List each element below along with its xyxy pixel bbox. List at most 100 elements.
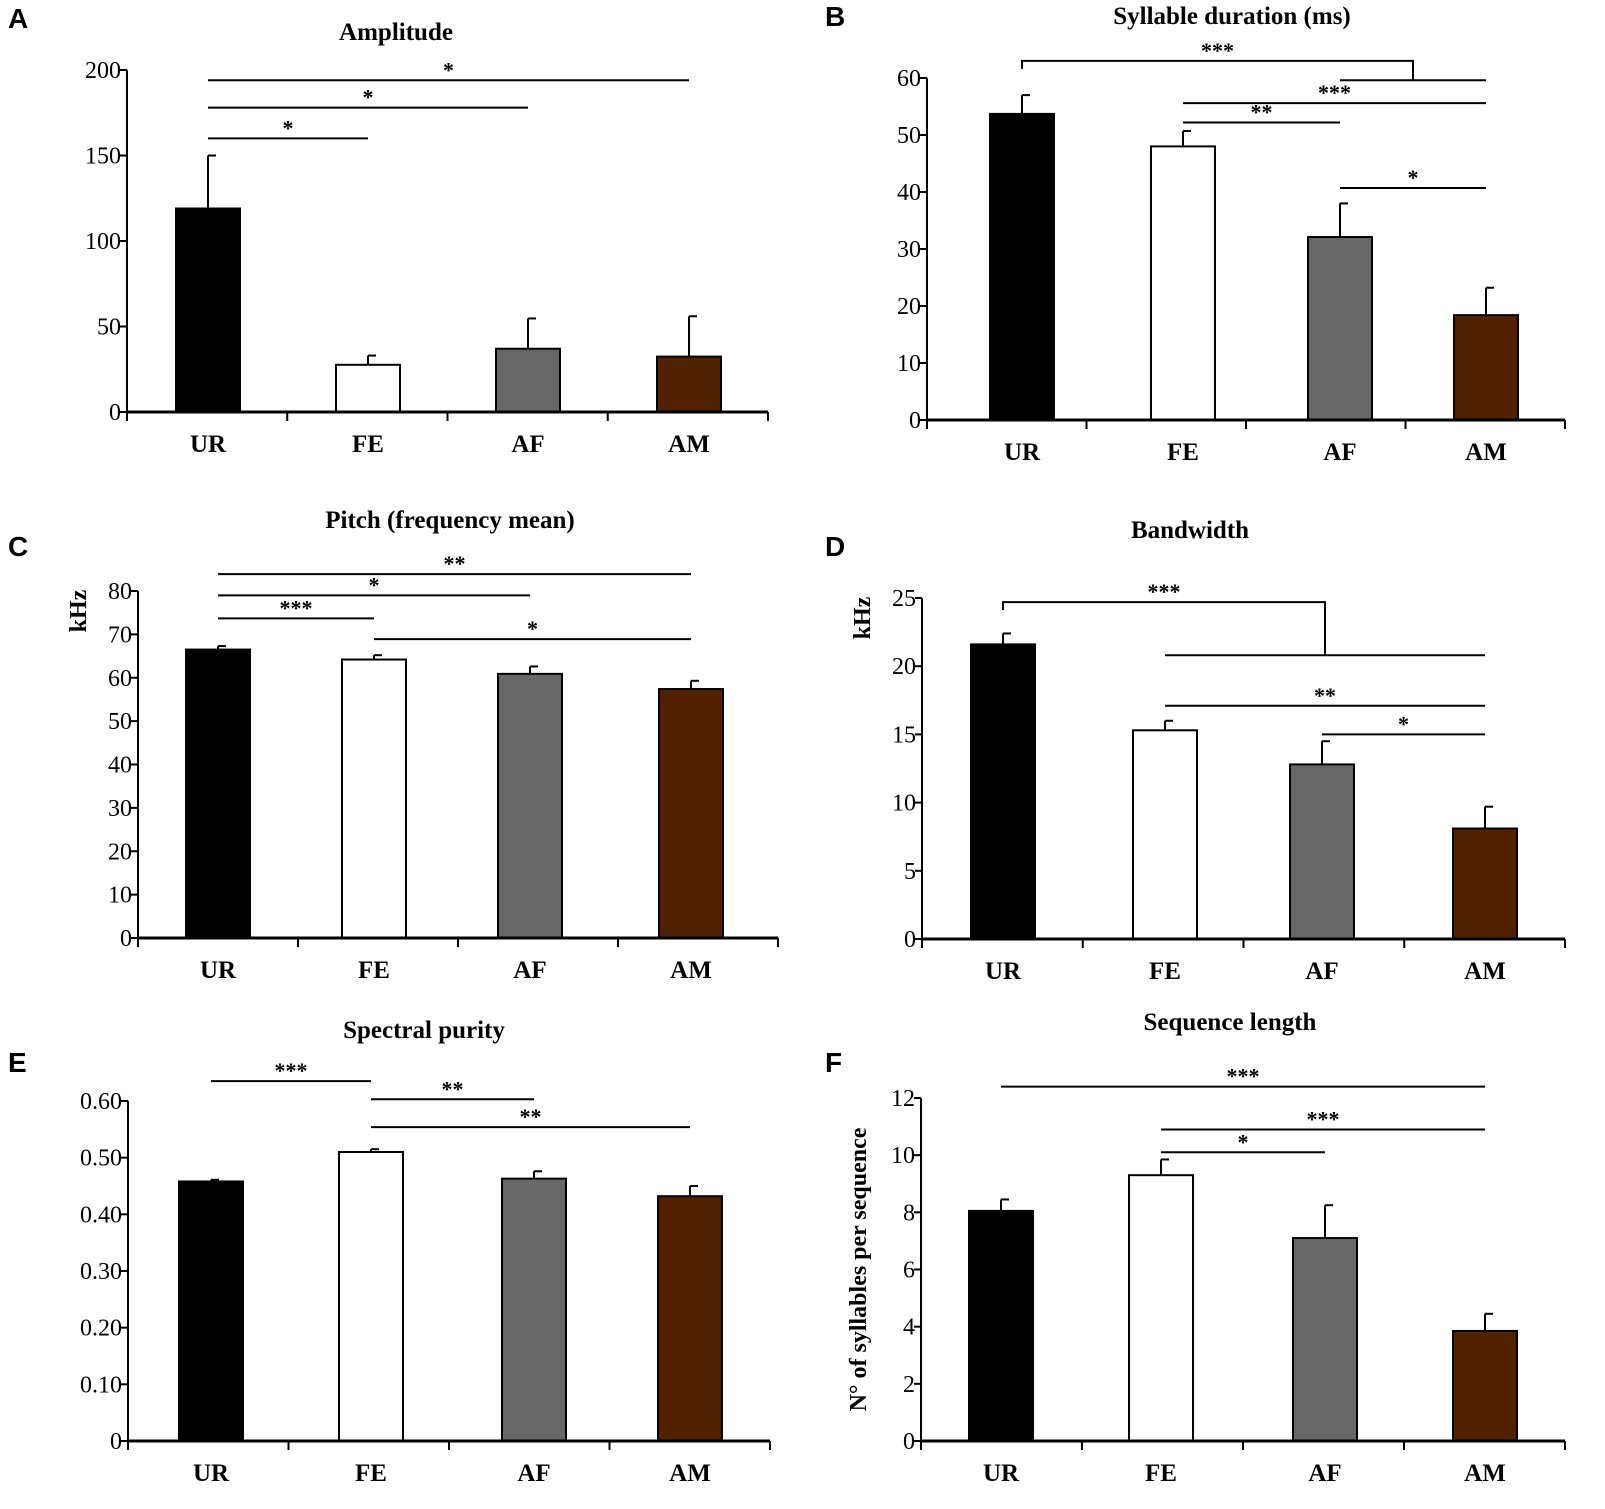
y-tick-label: 6 bbox=[903, 1258, 915, 1284]
significance-label: ** bbox=[442, 1076, 464, 1101]
bar-AM bbox=[657, 1195, 723, 1442]
y-tick-label: 60 bbox=[108, 666, 132, 692]
x-tick-label: AM bbox=[1464, 958, 1506, 985]
x-tick-label: FE bbox=[1149, 958, 1181, 985]
y-tick-label: 0.20 bbox=[80, 1316, 122, 1342]
y-tick-label: 150 bbox=[85, 144, 121, 170]
panel-letter: D bbox=[825, 531, 845, 562]
y-tick-label: 50 bbox=[897, 123, 921, 149]
bar-UR bbox=[968, 1209, 1034, 1443]
y-tick-label: 12 bbox=[891, 1086, 915, 1112]
significance-label: *** bbox=[1148, 579, 1181, 604]
significance-label: * bbox=[443, 57, 454, 82]
y-tick-label: 2 bbox=[903, 1372, 915, 1398]
y-tick-label: 10 bbox=[891, 1143, 915, 1169]
significance-label: * bbox=[283, 115, 294, 140]
bar-UR bbox=[970, 643, 1036, 940]
x-tick-label: AM bbox=[669, 1460, 711, 1487]
y-tick-label: 20 bbox=[108, 839, 132, 865]
y-tick-label: 50 bbox=[97, 315, 121, 341]
bar-AF bbox=[1289, 763, 1355, 941]
y-tick-label: 0 bbox=[110, 1429, 122, 1455]
bar-AM bbox=[1453, 314, 1519, 421]
significance-bracket bbox=[1021, 59, 1414, 81]
bar-FE bbox=[338, 1151, 404, 1442]
y-tick-label: 20 bbox=[892, 654, 916, 680]
bar-AM bbox=[1452, 827, 1518, 940]
bar-AM bbox=[658, 688, 724, 940]
bar-UR bbox=[178, 1180, 244, 1442]
bar-FE bbox=[335, 363, 401, 413]
significance-label: *** bbox=[1201, 38, 1234, 63]
x-tick-label: FE bbox=[1145, 1460, 1177, 1487]
bar-AF bbox=[497, 672, 563, 939]
x-tick-label: FE bbox=[1167, 439, 1199, 466]
y-tick-label: 0 bbox=[120, 926, 132, 952]
y-tick-label: 8 bbox=[903, 1200, 915, 1226]
bar-FE bbox=[341, 658, 407, 939]
panel-letter: F bbox=[825, 1047, 842, 1078]
significance-label: * bbox=[1408, 165, 1419, 190]
significance-label: ** bbox=[444, 551, 466, 576]
chart-title: Amplitude bbox=[339, 19, 453, 46]
bar-UR bbox=[185, 648, 251, 940]
panel-C: C Pitch (frequency mean) kHz UR FE AF AM 0 10 20 3… bbox=[8, 507, 779, 984]
x-tick-label: FE bbox=[355, 1460, 387, 1487]
significance-label: ** bbox=[1314, 683, 1336, 708]
panel-letter: C bbox=[8, 531, 28, 562]
y-tick-label: 100 bbox=[85, 229, 121, 255]
significance-label: * bbox=[1238, 1129, 1249, 1154]
y-tick-label: 4 bbox=[903, 1315, 915, 1341]
x-tick-label: AM bbox=[670, 957, 712, 984]
significance-bracket bbox=[1002, 601, 1326, 656]
bar-UR bbox=[989, 112, 1055, 421]
y-axis-label: kHz bbox=[66, 589, 92, 632]
significance-label: * bbox=[527, 616, 538, 641]
x-tick-label: AF bbox=[517, 1460, 550, 1487]
x-tick-label: UR bbox=[190, 431, 227, 458]
significance-label: * bbox=[363, 85, 374, 110]
y-tick-label: 0 bbox=[903, 1429, 915, 1455]
bar-AF bbox=[1292, 1237, 1358, 1443]
bar-FE bbox=[1128, 1174, 1194, 1443]
x-tick-label: AF bbox=[1308, 1460, 1341, 1487]
x-tick-label: AM bbox=[1464, 1460, 1506, 1487]
y-tick-label: 0.60 bbox=[80, 1089, 122, 1115]
chart-title: Sequence length bbox=[1144, 1009, 1317, 1036]
bar-AM bbox=[656, 355, 722, 414]
y-tick-label: 25 bbox=[892, 586, 916, 612]
x-tick-label: AF bbox=[511, 431, 544, 458]
bar-FE bbox=[1132, 729, 1198, 940]
x-tick-label: UR bbox=[193, 1460, 230, 1487]
x-tick-label: UR bbox=[983, 1460, 1020, 1487]
panel-letter: A bbox=[8, 3, 28, 34]
x-tick-label: AF bbox=[1323, 439, 1356, 466]
y-tick-label: 10 bbox=[108, 883, 132, 909]
x-tick-label: UR bbox=[200, 957, 237, 984]
significance-label: *** bbox=[280, 595, 313, 620]
significance-label: *** bbox=[1227, 1064, 1260, 1089]
x-tick-label: UR bbox=[985, 958, 1022, 985]
y-tick-label: 40 bbox=[897, 180, 921, 206]
x-tick-label: FE bbox=[358, 957, 390, 984]
x-tick-label: UR bbox=[1004, 439, 1041, 466]
significance-label: *** bbox=[1318, 80, 1351, 105]
y-tick-label: 0.40 bbox=[80, 1202, 122, 1228]
y-tick-label: 0.10 bbox=[80, 1372, 122, 1398]
y-tick-label: 20 bbox=[897, 294, 921, 320]
panel-A: A Amplitude UR FE AF AM 0 50 100 150 200 * * * bbox=[8, 3, 769, 458]
y-tick-label: 30 bbox=[897, 237, 921, 263]
significance-label: ** bbox=[1251, 99, 1273, 124]
significance-label: * bbox=[369, 572, 380, 597]
chart-title: Bandwidth bbox=[1131, 517, 1249, 544]
bar-AM bbox=[1452, 1329, 1518, 1443]
panel-letter: E bbox=[8, 1047, 27, 1078]
y-tick-label: 0 bbox=[909, 408, 921, 434]
significance-label: ** bbox=[520, 1104, 542, 1129]
y-tick-label: 0 bbox=[109, 400, 121, 426]
significance-label: *** bbox=[1307, 1106, 1340, 1131]
panel-letter: B bbox=[825, 1, 845, 32]
y-tick-label: 10 bbox=[892, 791, 916, 817]
y-tick-label: 70 bbox=[108, 622, 132, 648]
